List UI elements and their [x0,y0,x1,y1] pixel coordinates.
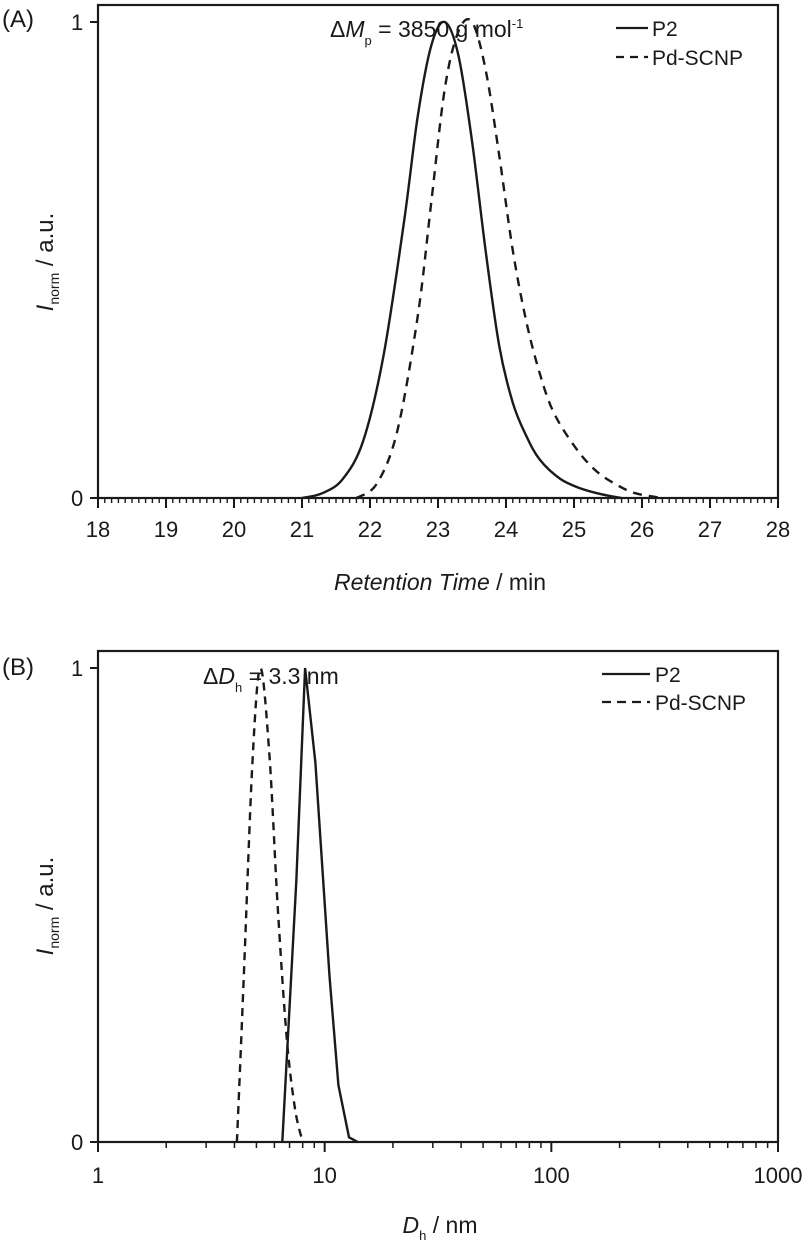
y-tick-label-0-b: 0 [71,1130,83,1155]
x-tick-label: 26 [630,517,654,542]
panel-b-label: (B) [2,654,34,681]
legend-label-pdscnp-b: Pd-SCNP [655,692,746,715]
panel-a-label: (A) [2,6,34,33]
x-tick-label: 22 [358,517,382,542]
x-tick-label: 19 [154,517,178,542]
series-p2-line-b [281,667,359,1144]
legend-a: P2 Pd-SCNP [616,18,743,70]
x-tick-label: 100 [533,1163,570,1188]
plot-frame-a [96,3,780,500]
svg-text:Inorm / a.u.: Inorm / a.u. [32,213,62,312]
panel-a: (A) 18 19 20 21 22 23 24 25 26 27 28 1 0 Inorm / a… [2,3,790,595]
series-pdscnp-line-a [355,18,663,500]
x-tick-labels-b: 1 10 100 1000 [92,1163,803,1188]
series-pdscnp-line-b [235,666,304,1143]
annotation-delta-mp: ΔMp = 3850 g mol-1 [330,16,523,48]
legend-b: P2 Pd-SCNP [602,664,746,715]
y-tick-label-1-b: 1 [71,656,83,681]
legend-label-p2-b: P2 [655,664,681,687]
plot-frame-b [96,649,780,1144]
x-axis-label-a: Retention Time / min [334,569,546,595]
x-axis-ticks-a [97,498,779,508]
legend-label-p2-a: P2 [652,18,678,41]
legend-label-pdscnp-a: Pd-SCNP [652,47,743,70]
x-tick-label: 20 [222,517,246,542]
x-tick-label: 18 [86,517,110,542]
x-tick-label: 1000 [754,1163,803,1188]
annotation-delta-dh: ΔDh = 3.3 nm [203,663,339,695]
x-tick-label: 24 [494,517,518,542]
x-tick-label: 1 [92,1163,104,1188]
y-axis-label-a: Inorm / a.u. [32,213,62,312]
panel-b: (B) 1 10 100 1000 1 0 Inorm / a.u. Dh / nm … [2,649,803,1243]
series-p2-line-a [301,20,622,500]
y-tick-label-0-a: 0 [71,486,83,511]
x-tick-label: 10 [312,1163,336,1188]
x-axis-label-b: Dh / nm [403,1212,478,1243]
y-tick-label-1-a: 1 [71,10,83,35]
y-axis-label-b: Inorm / a.u. [32,857,62,956]
x-tick-label: 23 [426,517,450,542]
x-tick-label: 28 [766,517,790,542]
x-tick-label: 21 [290,517,314,542]
x-axis-ticks-b [97,1142,779,1152]
x-tick-labels-a: 18 19 20 21 22 23 24 25 26 27 28 [86,517,790,542]
svg-text:Inorm / a.u.: Inorm / a.u. [32,857,62,956]
x-tick-label: 25 [562,517,586,542]
x-tick-label: 27 [698,517,722,542]
